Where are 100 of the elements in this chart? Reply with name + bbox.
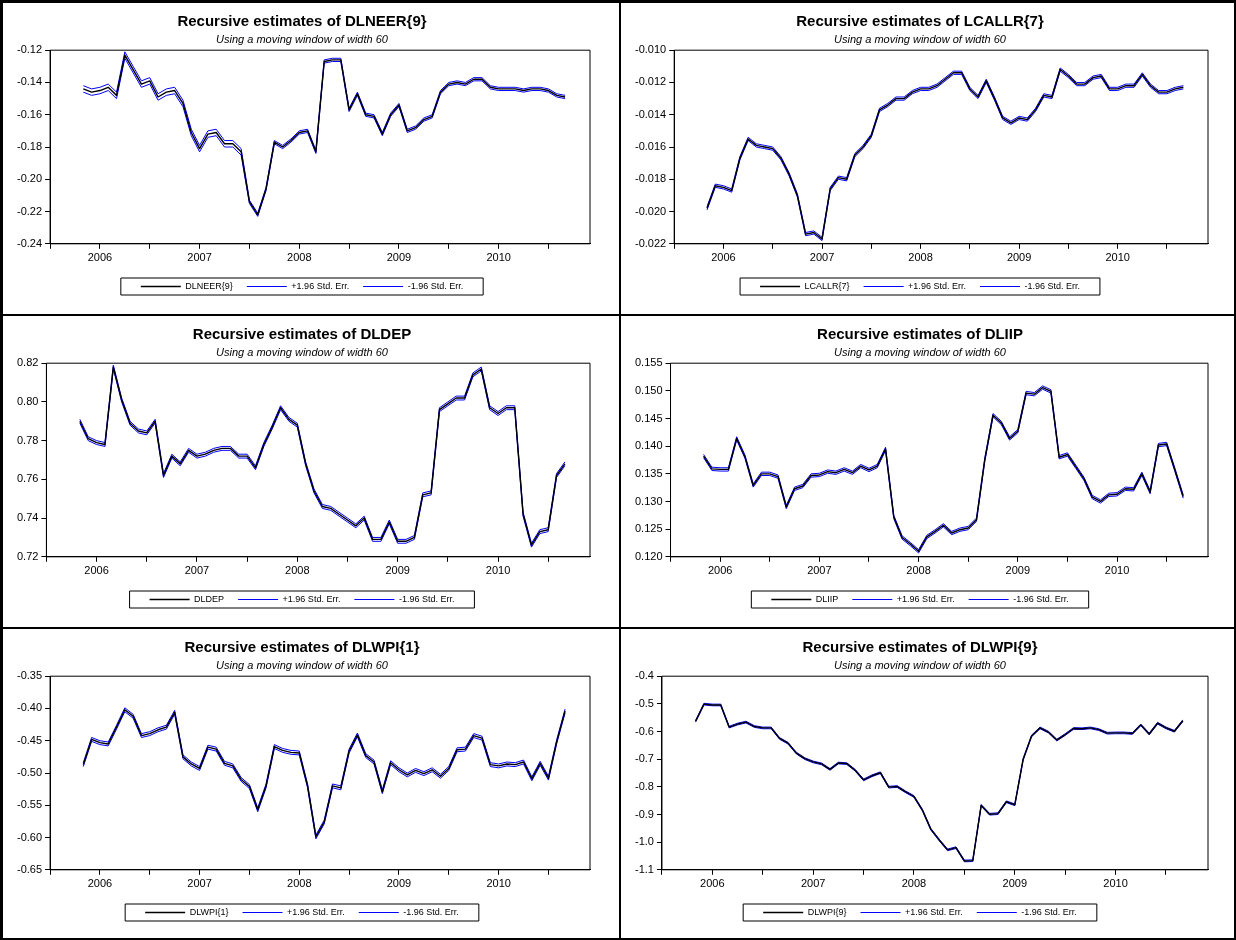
x-tick-label: 2008 <box>287 877 312 890</box>
x-tick-label: 2007 <box>184 564 210 577</box>
legend-label: DLWPI{1} <box>189 906 229 917</box>
y-tick-label: -0.018 <box>634 172 667 185</box>
legend-label: DLDEP <box>194 593 225 604</box>
x-tick-label: 2007 <box>809 251 835 264</box>
x-tick-label: 2008 <box>906 564 931 577</box>
x-tick-label: 2008 <box>287 251 312 264</box>
y-tick-label: -0.8 <box>634 779 654 792</box>
y-tick-label: -0.6 <box>634 724 654 737</box>
y-tick-label: 0.82 <box>16 356 39 369</box>
y-tick-label: 0.125 <box>635 522 663 535</box>
y-tick-label: -0.40 <box>16 701 43 714</box>
legend-label: +1.96 Std. Err. <box>291 280 350 291</box>
x-tick-label: 2010 <box>486 251 511 264</box>
chart-subtitle: Using a moving window of width 60 <box>834 345 1007 358</box>
x-tick-label: 2008 <box>901 877 927 890</box>
y-tick-label: 0.80 <box>16 394 39 407</box>
x-tick-label: 2008 <box>908 251 933 264</box>
y-tick-label: -0.65 <box>16 862 43 875</box>
y-tick-label: -0.020 <box>634 204 667 217</box>
chart-subtitle: Using a moving window of width 60 <box>216 658 389 671</box>
legend-label: DLWPI{9} <box>807 906 847 917</box>
x-tick-label: 2010 <box>1104 564 1130 577</box>
x-tick-label: 2006 <box>711 251 736 264</box>
y-tick-label: -0.010 <box>634 43 667 56</box>
chart-subtitle: Using a moving window of width 60 <box>216 32 389 45</box>
legend-label: DLNEER{9} <box>185 280 233 291</box>
chart-title: Recursive estimates of DLDEP <box>192 325 412 343</box>
legend-label: -1.96 Std. Err. <box>398 593 455 604</box>
y-tick-label: 0.130 <box>635 494 663 507</box>
x-tick-label: 2006 <box>84 564 109 577</box>
x-tick-label: 2010 <box>486 877 511 890</box>
y-tick-label: -0.12 <box>16 43 43 56</box>
legend-label: +1.96 Std. Err. <box>908 280 966 291</box>
chart-subtitle: Using a moving window of width 60 <box>834 32 1007 45</box>
y-tick-label: 0.120 <box>635 549 663 562</box>
y-tick-label: -1.0 <box>634 835 654 848</box>
x-tick-label: 2010 <box>485 564 511 577</box>
y-tick-label: -0.55 <box>16 798 43 811</box>
y-tick-label: -0.016 <box>634 140 667 153</box>
legend-label: -1.96 Std. Err. <box>407 280 464 291</box>
x-tick-label: 2009 <box>1005 564 1031 577</box>
chart-subtitle: Using a moving window of width 60 <box>216 345 389 358</box>
legend-label: -1.96 Std. Err. <box>1021 906 1077 917</box>
legend-label: +1.96 Std. Err. <box>287 906 345 917</box>
chart-title: Recursive estimates of DLIIP <box>817 325 1023 343</box>
y-tick-label: 0.150 <box>635 383 663 396</box>
x-tick-label: 2006 <box>87 877 113 890</box>
y-tick-label: -0.60 <box>16 830 43 843</box>
chart-title: Recursive estimates of DLWPI{1} <box>184 638 420 656</box>
x-tick-label: 2007 <box>807 564 832 577</box>
y-tick-label: -0.18 <box>16 140 43 153</box>
y-tick-label: 0.140 <box>635 439 663 452</box>
y-tick-label: -0.24 <box>16 236 43 249</box>
x-tick-label: 2007 <box>187 877 212 890</box>
y-tick-label: -0.14 <box>16 75 43 88</box>
y-tick-label: 0.78 <box>16 433 39 446</box>
y-tick-label: -0.35 <box>16 669 43 682</box>
x-tick-label: 2010 <box>1103 877 1128 890</box>
y-tick-label: -0.5 <box>634 696 654 709</box>
y-tick-label: 0.74 <box>16 511 39 524</box>
y-tick-label: -0.9 <box>634 807 654 820</box>
chart-title: Recursive estimates of DLWPI{9} <box>802 638 1038 656</box>
legend-label: -1.96 Std. Err. <box>1013 593 1069 604</box>
x-tick-label: 2009 <box>1006 251 1032 264</box>
y-tick-label: -0.4 <box>634 669 654 682</box>
y-tick-label: -0.50 <box>16 766 43 779</box>
x-tick-label: 2009 <box>386 877 412 890</box>
x-tick-label: 2006 <box>87 251 113 264</box>
y-tick-label: -0.014 <box>634 107 667 120</box>
x-tick-label: 2010 <box>1105 251 1130 264</box>
legend-label: -1.96 Std. Err. <box>403 906 459 917</box>
y-tick-label: -0.45 <box>16 733 43 746</box>
y-tick-label: -0.22 <box>16 204 43 217</box>
chart-title: Recursive estimates of DLNEER{9} <box>177 12 427 30</box>
legend-label: LCALLR{7} <box>804 280 850 291</box>
y-tick-label: -1.1 <box>634 862 654 875</box>
legend-label: +1.96 Std. Err. <box>905 906 963 917</box>
y-tick-label: 0.76 <box>16 472 39 485</box>
y-tick-label: 0.155 <box>635 356 663 369</box>
y-tick-label: -0.7 <box>634 752 654 765</box>
chart-subtitle: Using a moving window of width 60 <box>834 658 1007 671</box>
legend-label: DLIIP <box>815 593 839 604</box>
x-tick-label: 2007 <box>187 251 212 264</box>
y-tick-label: -0.012 <box>634 75 667 88</box>
x-tick-label: 2006 <box>707 564 733 577</box>
x-tick-label: 2009 <box>1002 877 1028 890</box>
y-tick-label: -0.16 <box>16 107 43 120</box>
y-tick-label: -0.022 <box>634 236 667 249</box>
legend-label: +1.96 Std. Err. <box>896 593 955 604</box>
x-tick-label: 2008 <box>285 564 310 577</box>
y-tick-label: 0.145 <box>635 411 663 424</box>
chart-title: Recursive estimates of LCALLR{7} <box>796 12 1044 30</box>
y-tick-label: 0.72 <box>16 549 39 562</box>
x-tick-label: 2009 <box>385 564 410 577</box>
y-tick-label: -0.20 <box>16 172 43 185</box>
x-tick-label: 2006 <box>700 877 725 890</box>
legend-label: +1.96 Std. Err. <box>282 593 341 604</box>
x-tick-label: 2007 <box>800 877 826 890</box>
